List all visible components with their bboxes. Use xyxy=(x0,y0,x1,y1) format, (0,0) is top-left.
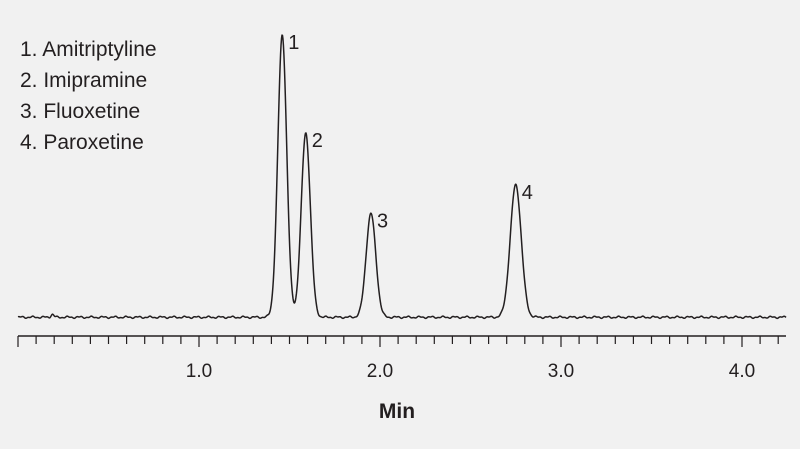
legend-item-3: 3. Fluoxetine xyxy=(20,100,141,123)
x-axis: 1.0 2.0 3.0 4.0 xyxy=(17,335,786,382)
chromatogram-line xyxy=(17,34,787,320)
legend-item-2: 2. Imipramine xyxy=(20,69,148,92)
x-tick-label: 1.0 xyxy=(186,361,212,382)
peak-label-1: 1 xyxy=(288,32,299,54)
legend: 1. Amitriptyline 2. Imipramine 3. Fluoxe… xyxy=(20,34,157,158)
x-axis-title: Min xyxy=(379,400,415,423)
x-tick-label: 4.0 xyxy=(729,361,755,382)
peak-label-2: 2 xyxy=(312,130,323,152)
legend-item-4: 4. Paroxetine xyxy=(20,131,144,154)
peak-label-3: 3 xyxy=(377,211,388,233)
peak-label-4: 4 xyxy=(522,182,533,204)
legend-item-1: 1. Amitriptyline xyxy=(20,38,157,61)
x-tick-label: 2.0 xyxy=(367,361,393,382)
peak-labels: 1 2 3 4 xyxy=(288,32,533,233)
x-tick-label: 3.0 xyxy=(548,361,574,382)
chromatogram-trace xyxy=(17,34,787,320)
